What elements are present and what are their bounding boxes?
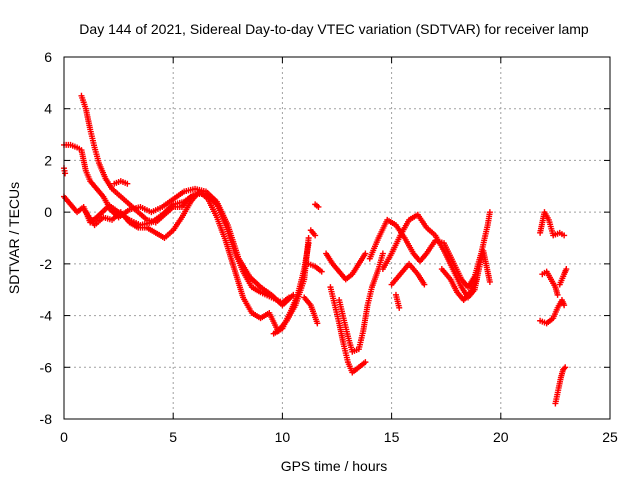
data-track [111,178,131,187]
data-point [473,276,480,283]
data-track [388,260,428,288]
data-track [307,227,319,239]
data-point [305,240,312,247]
x-tick-label: 15 [384,429,400,445]
data-point [312,232,319,239]
data-track [323,250,369,283]
data-point [396,304,403,311]
data-point [561,365,568,372]
data-point [62,170,69,177]
data-point [124,180,131,187]
data-point [421,281,428,288]
data-point [362,250,369,257]
data-track [270,240,312,337]
y-tick-label: 2 [44,152,52,168]
data-point [379,250,386,257]
data-track [366,209,493,291]
data-track [552,364,569,407]
x-tick-label: 0 [60,429,68,445]
y-tick-label: 6 [44,49,52,65]
x-axis-label: GPS time / hours [281,458,388,474]
data-track [336,250,386,355]
x-tick-label: 20 [493,429,509,445]
data-track [327,284,369,376]
y-tick-label: 0 [44,204,52,220]
data-point [318,268,325,275]
data-point [554,291,561,298]
y-tick-label: -8 [40,411,53,427]
data-point [486,209,493,216]
data-track [539,268,561,298]
y-tick-label: -6 [40,359,53,375]
data-point [561,232,568,239]
data-point [305,235,312,241]
data-track [301,294,321,327]
data-track [537,297,568,327]
y-tick-label: -2 [40,256,53,272]
data-track [61,185,297,309]
data-track [305,260,325,275]
x-tick-label: 10 [275,429,291,445]
y-tick-label: 4 [44,101,52,117]
data-point [315,203,322,210]
data-track [61,165,69,177]
grid-layer [64,57,610,419]
y-axis-label: SDTVAR / TECUs [6,182,22,294]
plot-frame [63,56,611,420]
data-track [537,209,568,239]
data-point [562,364,569,371]
data-track [556,266,570,288]
data-point [561,302,568,309]
data-track [392,291,403,311]
data-point [362,359,369,366]
data-point [314,320,321,327]
data-point [486,278,493,285]
data-point [563,266,570,273]
chart-title: Day 144 of 2021, Sidereal Day-to-day VTE… [79,21,589,37]
x-tick-label: 5 [169,429,177,445]
data-track [438,266,480,304]
tick-layer: 0 5 10 15 20 25 -8 -6 -4 -2 0 2 4 6 [40,49,618,445]
data-points-layer [61,92,570,407]
x-tick-label: 25 [602,429,618,445]
y-tick-label: -4 [40,308,53,324]
data-track [312,201,322,210]
